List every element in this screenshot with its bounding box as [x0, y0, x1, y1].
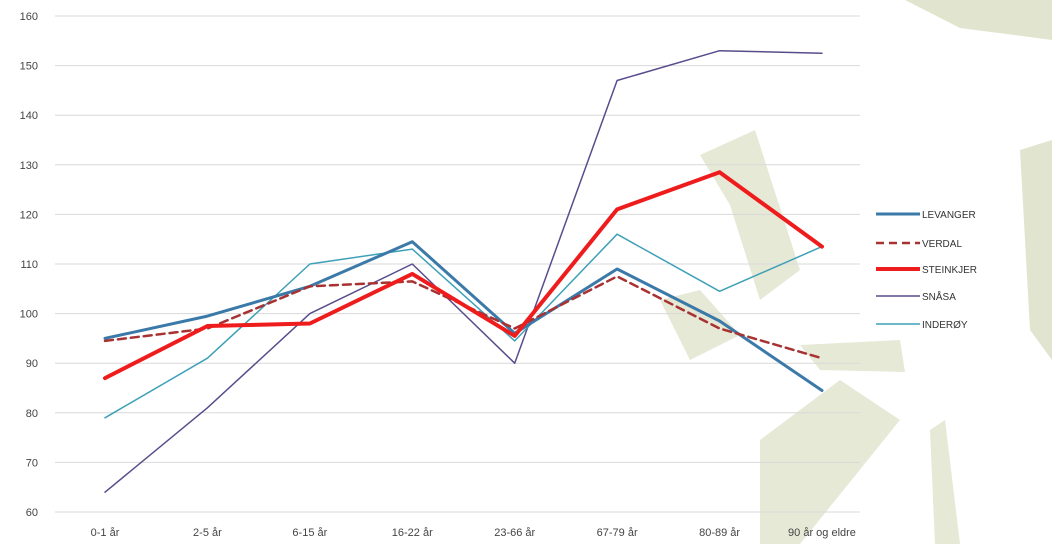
x-tick-label: 6-15 år [292, 527, 327, 539]
legend: LEVANGER VERDAL STEINKJER SNÅSA INDERØY [876, 210, 977, 331]
y-tick-label: 140 [20, 110, 38, 122]
y-tick-label: 160 [20, 11, 38, 23]
x-tick-label: 67-79 år [597, 527, 638, 539]
y-tick-label: 80 [26, 408, 38, 420]
y-tick-label: 120 [20, 209, 38, 221]
legend-label: VERDAL [922, 239, 962, 250]
legend-label: STEINKJER [922, 265, 977, 276]
x-tick-label: 80-89 år [699, 527, 740, 539]
legend-label: SNÅSA [922, 290, 956, 303]
x-tick-label: 0-1 år [91, 527, 120, 539]
series-line-snåsa [104, 49, 823, 493]
legend-label: LEVANGER [922, 210, 976, 221]
y-tick-label: 90 [26, 358, 38, 370]
x-tick-label: 2-5 år [193, 527, 222, 539]
y-tick-label: 60 [26, 507, 38, 519]
y-tick-label: 110 [20, 259, 38, 271]
x-tick-label: 16-22 år [392, 527, 433, 539]
gridlines [55, 15, 860, 513]
legend-label: INDERØY [922, 320, 968, 331]
x-tick-label: 90 år og eldre [788, 527, 856, 539]
series-line-steinkjer [103, 170, 824, 381]
y-tick-label: 70 [26, 457, 38, 469]
y-tick-label: 150 [20, 61, 38, 73]
series-lines [103, 49, 824, 493]
y-tick-label: 100 [20, 309, 38, 321]
series-line-inderøy [104, 233, 823, 419]
x-axis-ticks: 0-1 år 2-5 år 6-15 år 16-22 år 23-66 år 67-79… [91, 527, 856, 539]
series-line-levanger [103, 240, 824, 392]
y-tick-label: 130 [20, 160, 38, 172]
y-axis-ticks: 60 70 80 90 100 110 120 130 140 150 160 [20, 11, 38, 519]
x-tick-label: 23-66 år [494, 527, 535, 539]
